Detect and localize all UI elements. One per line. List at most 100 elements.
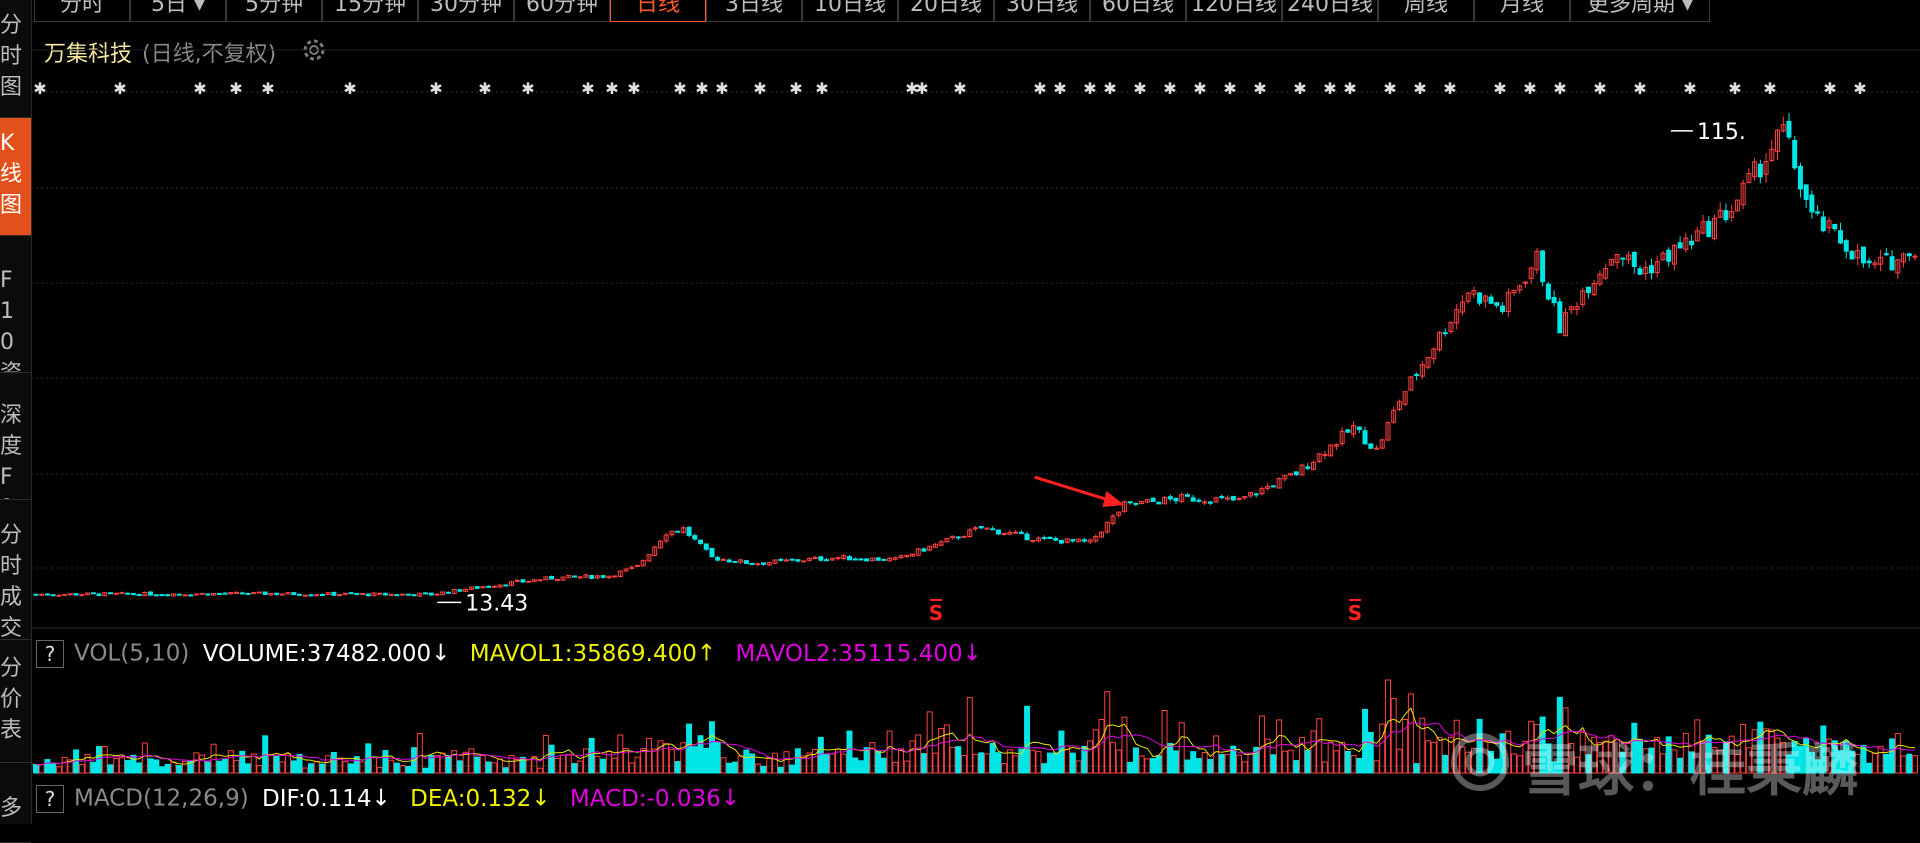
volume-bar (1425, 740, 1432, 774)
volume-bar (1001, 763, 1008, 774)
candle-body (743, 560, 749, 565)
tab-period-7[interactable]: 3日线 (706, 0, 802, 22)
volume-bar (1161, 710, 1168, 774)
candle-body (148, 591, 154, 596)
event-marker-icon: ✱ (33, 79, 46, 98)
candle-body (1883, 253, 1889, 256)
tab-period-3[interactable]: 15分钟 (322, 0, 418, 22)
candle-body (440, 591, 446, 596)
tab-period-1[interactable]: 5日 ▾ (130, 0, 226, 22)
tab-period-14[interactable]: 周线 (1378, 0, 1474, 22)
volume-bar (1734, 754, 1741, 774)
kline-chart[interactable]: ✱ ✱ ✱ ✱ ✱ ✱ ✱ ✱ ✱ ✱ ✱ ✱ ✱ ✱ ✱ ✱ ✱ ✱ ✱ ✱ ✱ ✱ ✱ ✱ ✱ ✱ ✱ ✱ ✱ ✱ ✱ ✱ ✱ ✱ ✱ ✱ ✱ ✱ ✱ ✱… (0, 0, 1920, 824)
candle-body (1471, 290, 1477, 295)
volume-bar (227, 750, 234, 774)
volume-bar (1642, 748, 1649, 774)
volume-bar (766, 756, 773, 774)
candle-body (1253, 493, 1259, 496)
candle-body (1288, 472, 1294, 476)
candle-body (577, 576, 583, 579)
candle-body (1482, 295, 1488, 302)
volume-bar (462, 751, 469, 774)
candle-body (675, 530, 681, 533)
candle-body (457, 589, 463, 592)
volume-bar (1321, 761, 1328, 774)
candle-body (1494, 302, 1500, 306)
volume-bar (302, 767, 309, 774)
volume-bar (886, 730, 893, 774)
tab-period-0[interactable]: 分时 (34, 0, 130, 22)
sidebar-item-0[interactable]: 分时图 (0, 0, 31, 118)
volume-help-button[interactable]: ? (36, 640, 64, 668)
tab-period-2[interactable]: 5分钟 (226, 0, 322, 22)
candle-body (308, 594, 314, 597)
candle-body (1860, 246, 1866, 264)
volume-bar (1528, 720, 1535, 774)
tab-period-6[interactable]: 日线 (610, 0, 706, 22)
tab-period-15[interactable]: 月线 (1474, 0, 1570, 22)
sidebar-item-5[interactable]: 分价表 (0, 643, 31, 763)
candle-body (1826, 220, 1832, 229)
volume-bar (903, 760, 910, 774)
tab-period-16[interactable]: 更多周期 ▾ (1570, 0, 1710, 22)
event-marker-icon: ✱ (715, 79, 728, 98)
volume-bar (582, 748, 589, 774)
volume-bar (1006, 749, 1013, 774)
candle-body (1648, 265, 1654, 274)
tab-period-11[interactable]: 60日线 (1090, 0, 1186, 22)
candle-body (153, 594, 159, 597)
volume-bar (657, 740, 664, 774)
macd-help-button[interactable]: ? (36, 785, 64, 813)
candle-body (669, 530, 675, 536)
tab-period-9[interactable]: 20日线 (898, 0, 994, 22)
volume-bar (1677, 757, 1684, 774)
sidebar-item-1[interactable]: K线图 (0, 118, 31, 236)
volume-bar (1883, 753, 1890, 774)
volume-bar (1740, 723, 1747, 774)
volume-bar (468, 748, 475, 774)
tab-period-13[interactable]: 240日线 (1282, 0, 1378, 22)
volume-bar (1373, 760, 1380, 774)
annotation-arrow-head (1102, 491, 1125, 508)
tab-period-10[interactable]: 30日线 (994, 0, 1090, 22)
candle-body (617, 570, 623, 577)
candle-body (268, 593, 274, 596)
volume-bar (1046, 752, 1053, 774)
tab-period-12[interactable]: 120日线 (1186, 0, 1282, 22)
candle-body (1322, 454, 1328, 457)
volume-bar (1236, 754, 1243, 774)
volume-bar (330, 751, 337, 774)
candle-body (1620, 257, 1626, 260)
macd-indicator-name[interactable]: MACD(12,26,9) (74, 785, 249, 812)
tab-period-8[interactable]: 10日线 (802, 0, 898, 22)
volume-bar (571, 763, 578, 774)
candle-body (1259, 488, 1265, 495)
tab-period-5[interactable]: 60分钟 (514, 0, 610, 22)
sidebar-item-2[interactable]: F10资料 (0, 255, 31, 373)
candle-body (319, 594, 325, 597)
event-marker-icon: ✱ (627, 79, 640, 98)
sidebar-item-3[interactable]: 深度F9 (0, 390, 31, 500)
candle-body (720, 558, 726, 561)
candle-body (1757, 163, 1763, 178)
candle-body (1036, 537, 1042, 542)
candle-body (1179, 494, 1185, 502)
event-marker-icon: ✱ (1593, 79, 1606, 98)
volume-bar (1728, 735, 1735, 774)
candle-body (165, 594, 171, 597)
volume-bar (250, 753, 257, 774)
sidebar-item-4[interactable]: 分时成交 (0, 510, 31, 640)
event-marker-icon: ✱ (1223, 79, 1236, 98)
candle-body (1379, 439, 1385, 449)
tab-period-4[interactable]: 30分钟 (418, 0, 514, 22)
volume-bar (708, 721, 715, 774)
volume-bar (771, 752, 778, 774)
volume-bar (1848, 750, 1855, 774)
candle-body (984, 527, 990, 530)
volume-bar (428, 754, 435, 774)
candle-body (663, 534, 669, 542)
candle-body (812, 556, 818, 559)
volume-bar (1178, 722, 1185, 774)
candle-body (1706, 220, 1712, 238)
volume-indicator-name[interactable]: VOL(5,10) (74, 640, 190, 667)
